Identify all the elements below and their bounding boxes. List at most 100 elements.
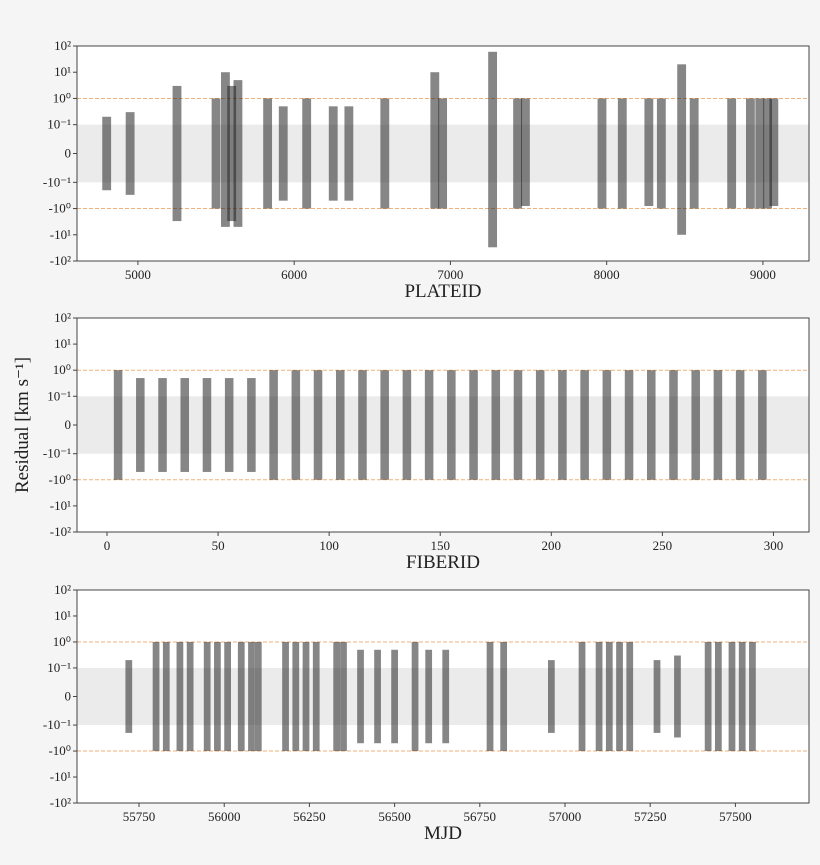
residual-strip (656, 98, 666, 209)
residual-strip (425, 649, 433, 744)
residual-strip (745, 98, 755, 209)
y-tick-label: -10⁻¹ (43, 174, 71, 189)
x-tick-label: 57000 (549, 809, 582, 824)
residual-strip (152, 641, 160, 752)
residual-strip (616, 641, 623, 752)
residual-strip (669, 370, 678, 480)
x-tick-label: 9000 (750, 267, 776, 282)
residual-strip (677, 64, 687, 235)
x-tick-label: 57250 (634, 809, 667, 824)
y-tick-label: 0 (65, 146, 72, 161)
y-tick-label: -10² (50, 795, 71, 810)
residual-strip (513, 370, 523, 480)
y-tick-label: -10¹ (50, 227, 71, 242)
residual-strip (578, 641, 586, 752)
residual-strip (758, 370, 767, 480)
y-tick-label: 10² (54, 38, 71, 53)
residual-strip (292, 641, 300, 752)
y-tick-label: -10⁻¹ (43, 717, 71, 732)
residual-strip (158, 378, 167, 472)
y-tick-label: 10² (54, 582, 71, 597)
y-tick-label: 10² (54, 310, 71, 325)
x-axis-label: PLATEID (404, 281, 481, 302)
residual-strip (340, 641, 347, 752)
y-tick-label: 10⁻¹ (47, 117, 71, 132)
residual-strip (644, 98, 654, 207)
residual-strip (438, 98, 448, 209)
residual-strip (597, 98, 607, 209)
residual-strip (136, 378, 145, 472)
x-tick-label: 200 (542, 538, 562, 553)
residual-strip (224, 378, 234, 472)
residual-strip (282, 641, 289, 752)
residual-strip (653, 660, 661, 733)
residual-strip (162, 641, 170, 752)
x-tick-label: 100 (319, 538, 339, 553)
residual-strip (763, 98, 773, 209)
residual-strip (221, 72, 230, 227)
residual-strip (291, 370, 301, 480)
residual-strip (727, 98, 737, 209)
residual-strip (547, 660, 555, 733)
residual-strip (602, 370, 612, 480)
residual-strip (714, 641, 722, 752)
y-tick-label: 0 (65, 417, 72, 432)
residual-strip (269, 370, 278, 480)
residual-strip (491, 370, 501, 480)
band (77, 396, 809, 454)
residual-strip (558, 370, 567, 480)
residual-strip (333, 641, 341, 752)
y-tick-label: 10⁻¹ (47, 660, 71, 675)
residual-strip (180, 378, 190, 472)
x-tick-label: 0 (104, 538, 111, 553)
residual-strip (254, 641, 262, 752)
residual-strip (237, 641, 245, 752)
residual-strip (380, 370, 389, 480)
residual-strip (430, 72, 440, 209)
residual-strip (211, 98, 221, 209)
y-tick-label: 10¹ (54, 64, 71, 79)
residual-strip (125, 660, 133, 733)
residual-strip (728, 641, 736, 752)
residual-strip (176, 641, 184, 752)
residual-strip (214, 641, 221, 752)
x-tick-label: 300 (764, 538, 784, 553)
x-tick-label: 250 (653, 538, 673, 553)
x-tick-label: 8000 (594, 267, 620, 282)
residual-strip (224, 641, 231, 752)
residual-strip (442, 649, 450, 744)
x-tick-label: 56000 (208, 809, 241, 824)
x-tick-label: 56750 (464, 809, 497, 824)
residual-strip (521, 98, 530, 207)
residual-strip (500, 641, 508, 752)
y-tick-label: 10¹ (54, 608, 71, 623)
y-tick-label: -10⁰ (48, 743, 71, 758)
residual-strip (704, 641, 712, 752)
residual-strip (233, 80, 243, 227)
residual-strip (674, 655, 681, 738)
x-tick-label: 56250 (293, 809, 326, 824)
residual-strip (302, 641, 310, 752)
x-tick-label: 6000 (281, 267, 307, 282)
x-axis-label: FIBERID (406, 552, 480, 573)
residual-strip (203, 641, 211, 752)
residual-strip (172, 85, 182, 222)
residual-strip (713, 370, 723, 480)
residual-strip (605, 641, 613, 752)
residual-strip (302, 98, 312, 209)
y-tick-label: 10⁻¹ (47, 388, 71, 403)
residual-strip (617, 98, 627, 209)
residual-strip (248, 641, 255, 752)
residual-strip (125, 112, 135, 195)
residual-strip (374, 649, 381, 744)
residual-strip (755, 98, 765, 209)
y-tick-label: 10⁰ (53, 362, 71, 377)
x-axis-label: MJD (424, 823, 462, 844)
y-tick-label: 0 (65, 689, 72, 704)
residual-strip (580, 370, 589, 480)
residual-strip (328, 106, 338, 201)
y-tick-label: 10⁰ (53, 90, 71, 105)
residual-strip (769, 98, 779, 207)
residual-strip (488, 51, 498, 248)
